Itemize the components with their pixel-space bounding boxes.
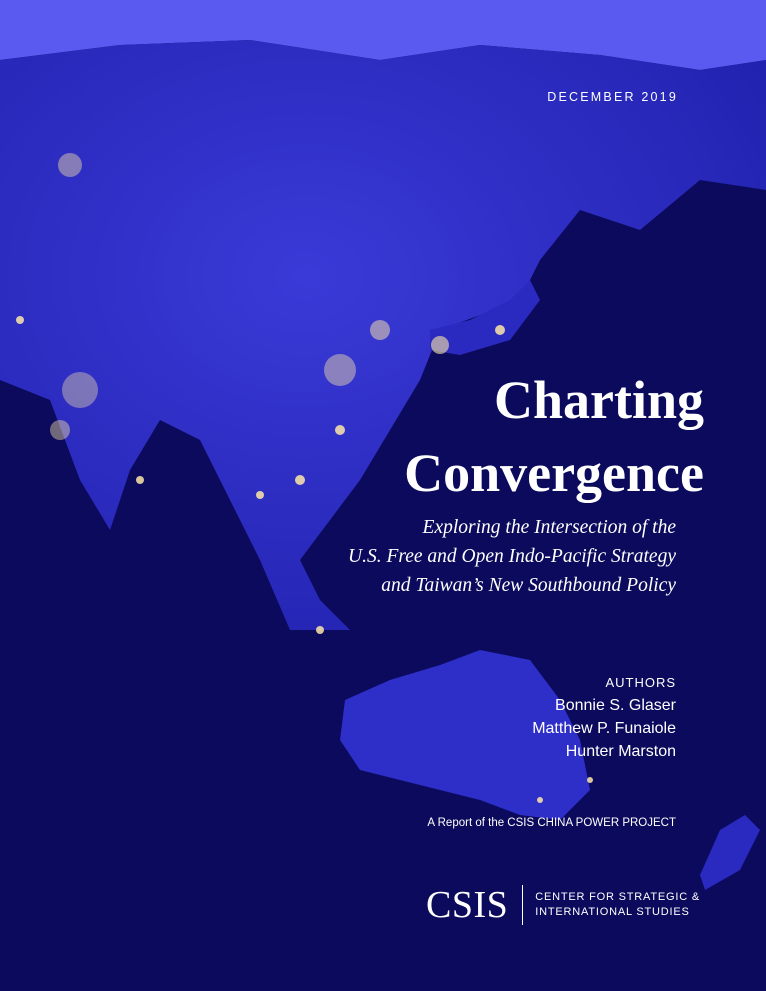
subtitle: Exploring the Intersection of the U.S. F… xyxy=(348,513,676,600)
org-name-line: INTERNATIONAL STUDIES xyxy=(535,906,690,918)
csis-logo: CSIS CENTER FOR STRATEGIC & INTERNATIONA… xyxy=(426,883,700,927)
japan xyxy=(430,280,540,355)
subtitle-line: U.S. Free and Open Indo-Pacific Strategy xyxy=(348,546,676,567)
logo-wordmark: CSIS xyxy=(426,884,509,926)
arctic-region xyxy=(0,0,766,70)
org-name: CENTER FOR STRATEGIC & INTERNATIONAL STU… xyxy=(535,890,700,920)
authors-list: Bonnie S. Glaser Matthew P. Funaiole Hun… xyxy=(532,694,676,763)
title-line-2: Convergence xyxy=(404,443,704,503)
authors-label: AUTHORS xyxy=(605,675,676,690)
author-name: Hunter Marston xyxy=(565,743,676,760)
publication-date: DECEMBER 2019 xyxy=(547,90,678,104)
author-name: Matthew P. Funaiole xyxy=(532,720,676,737)
org-name-line: CENTER FOR STRATEGIC & xyxy=(535,891,700,903)
title-line-1: Charting xyxy=(493,370,704,430)
australia xyxy=(340,650,590,820)
subtitle-line: and Taiwan’s New Southbound Policy xyxy=(381,575,676,596)
logo-divider xyxy=(522,885,524,925)
city-lights xyxy=(16,153,593,803)
subtitle-line: Exploring the Intersection of the xyxy=(422,517,676,538)
author-name: Bonnie S. Glaser xyxy=(555,697,676,714)
report-line: A Report of the CSIS CHINA POWER PROJECT xyxy=(427,817,676,829)
new-zealand xyxy=(700,815,760,890)
